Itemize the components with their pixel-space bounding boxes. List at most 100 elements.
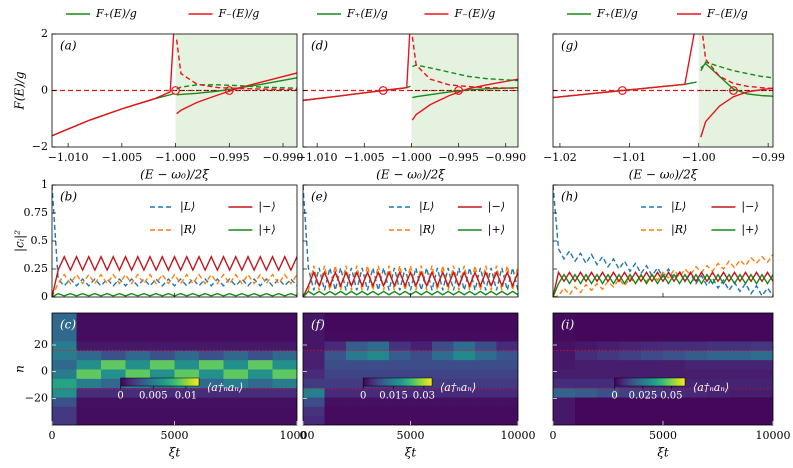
- heatmap-cell: [641, 406, 664, 417]
- heatmap-cell: [432, 341, 454, 351]
- heatmap-cell: [223, 322, 249, 333]
- heatmap-cell: [453, 387, 476, 398]
- panel-label: (i): [561, 318, 575, 332]
- heatmap-cell: [453, 369, 476, 379]
- heatmap-cell: [685, 350, 708, 361]
- root-marker: [171, 86, 180, 95]
- heatmap-cell: [619, 415, 642, 425]
- heatmap-cell: [324, 378, 347, 389]
- heatmap-cell: [125, 341, 151, 351]
- heatmap-cell: [389, 350, 411, 361]
- panel: 0 0.005 0.01 ⟨a†ₙaₙ⟩ 0 5000 10000 −20 0 20 ξt n (c): [13, 312, 315, 460]
- colorbar-label: ⟨a†ₙaₙ⟩: [207, 381, 243, 394]
- heatmap-cell: [475, 378, 497, 389]
- heatmap-cell: [641, 341, 664, 351]
- heatmap-cell: [346, 322, 368, 333]
- y-tick-label: 0.75: [24, 206, 49, 219]
- colorbar-tick-label: 0: [611, 391, 617, 402]
- heatmap-cell: [410, 397, 433, 407]
- heatmap-cell: [475, 387, 497, 398]
- heatmap-cell: [174, 350, 200, 361]
- heatmap-cell: [174, 331, 200, 342]
- heatmap-cell: [272, 378, 297, 389]
- panel: |L⟩ |R⟩ |−⟩ |+⟩ (e): [302, 184, 519, 298]
- heatmap-cell: [199, 322, 224, 333]
- heatmap-cell: [575, 415, 598, 425]
- heatmap-cell: [641, 331, 664, 342]
- heatmap-cell: [663, 387, 686, 398]
- heatmap-cell: [432, 322, 454, 333]
- heatmap-cell: [475, 341, 497, 351]
- heatmap-cell: [496, 406, 518, 417]
- y-axis-label: |cᵢ|²: [13, 230, 27, 252]
- heatmap-cell: [52, 369, 77, 379]
- heatmap-cell: [174, 322, 200, 333]
- heatmap-cell: [475, 313, 497, 323]
- heatmap-cell: [707, 387, 730, 398]
- heatmap-cell: [346, 397, 368, 407]
- y-axis-label: n: [13, 365, 27, 373]
- heatmap-cell: [223, 387, 249, 398]
- heatmap-cell: [496, 350, 518, 361]
- heatmap-cell: [707, 397, 730, 407]
- heatmap-cell: [367, 415, 390, 425]
- heatmap-cell: [575, 313, 598, 323]
- heatmap-cell: [199, 313, 224, 323]
- heatmap-cell: [619, 313, 642, 323]
- heatmap-cell: [223, 378, 249, 389]
- heatmap-cell: [101, 415, 126, 425]
- heatmap-cell: [52, 322, 77, 333]
- x-tick-label: 10000: [756, 429, 791, 442]
- heatmap-cell: [475, 406, 497, 417]
- heatmap-cell: [619, 322, 642, 333]
- heatmap-cell: [101, 369, 126, 379]
- heatmap-cell: [597, 415, 620, 425]
- colorbar-tick-label: 0.025: [629, 391, 658, 402]
- heatmap-cell: [663, 322, 686, 333]
- heatmap-cell: [496, 313, 518, 323]
- colorbar-tick-label: 0.01: [175, 391, 197, 402]
- x-axis-label: ξt: [405, 446, 417, 460]
- y-tick-label: 0.5: [31, 234, 49, 247]
- heatmap-cell: [432, 415, 454, 425]
- heatmap-cell: [751, 387, 773, 398]
- colorbar-tick-label: 0.015: [379, 391, 408, 402]
- heatmap-cell: [553, 415, 576, 425]
- heatmap-cell: [174, 406, 200, 417]
- heatmap-cell: [729, 322, 752, 333]
- heatmap-cell: [685, 378, 708, 389]
- heatmap-cell: [410, 369, 433, 379]
- x-axis-label: (E − ω₀)/2ξ: [629, 168, 699, 182]
- heatmap-cell: [223, 331, 249, 342]
- heatmap-cell: [150, 313, 175, 323]
- heatmap-cell: [475, 359, 497, 370]
- heatmap-cell: [410, 406, 433, 417]
- x-tick-label: 0: [300, 429, 307, 442]
- heatmap-cell: [52, 350, 77, 361]
- heatmap-cell: [389, 415, 411, 425]
- heatmap-cell: [324, 369, 347, 379]
- heatmap-cell: [76, 387, 102, 398]
- heatmap-cell: [751, 350, 773, 361]
- heatmap-cell: [496, 331, 518, 342]
- data-line: [175, 39, 297, 91]
- panel: 0 0.015 0.03 ⟨a†ₙaₙ⟩ 0 5000 10000 ξt (f): [300, 312, 536, 460]
- heatmap-cell: [367, 331, 390, 342]
- heatmap-cell: [729, 387, 752, 398]
- x-axis-label: ξt: [657, 446, 669, 460]
- heatmap-cell: [199, 406, 224, 417]
- heatmap-cell: [597, 397, 620, 407]
- heatmap-cell: [125, 331, 151, 342]
- heatmap-cell: [641, 313, 664, 323]
- heatmap-cell: [324, 387, 347, 398]
- heatmap-cell: [751, 331, 773, 342]
- heatmap-cell: [324, 350, 347, 361]
- heatmap-cell: [389, 369, 411, 379]
- heatmap-cell: [248, 387, 273, 398]
- x-tick-label: −1.01: [612, 151, 646, 164]
- heatmap-cell: [597, 387, 620, 398]
- heatmap-cell: [367, 369, 390, 379]
- heatmap-cell: [619, 406, 642, 417]
- heatmap-cell: [248, 331, 273, 342]
- heatmap-cell: [597, 341, 620, 351]
